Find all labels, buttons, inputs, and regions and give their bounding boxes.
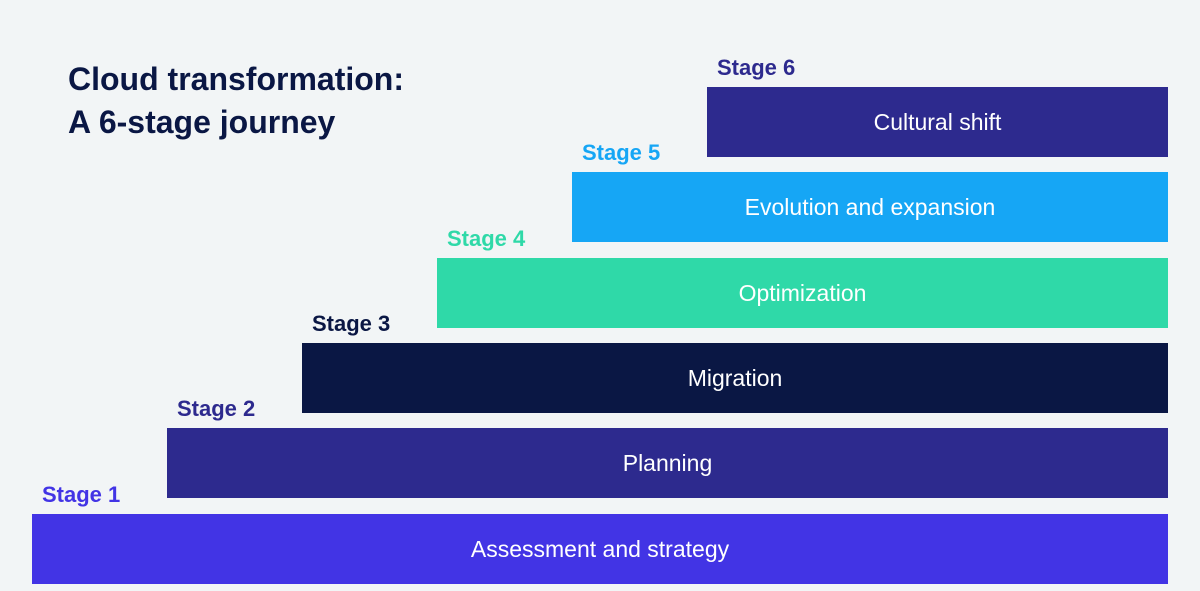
- stage-bar-label: Migration: [688, 365, 783, 392]
- stage-bar: Planning: [167, 428, 1168, 498]
- stage-bar: Assessment and strategy: [32, 514, 1168, 584]
- stage-bar-label: Evolution and expansion: [745, 194, 996, 221]
- stage-bar-label: Cultural shift: [874, 109, 1002, 136]
- stage-label: Stage 5: [582, 140, 660, 166]
- stage-label: Stage 4: [447, 226, 525, 252]
- stage-bar: Cultural shift: [707, 87, 1168, 157]
- stage-label: Stage 1: [42, 482, 120, 508]
- stage-bar: Evolution and expansion: [572, 172, 1168, 242]
- stage-label: Stage 3: [312, 311, 390, 337]
- title-line-2: A 6-stage journey: [68, 101, 404, 144]
- diagram-title: Cloud transformation: A 6-stage journey: [68, 58, 404, 144]
- stage-label: Stage 6: [717, 55, 795, 81]
- stage-bar-label: Assessment and strategy: [471, 536, 729, 563]
- diagram-canvas: Cloud transformation: A 6-stage journey …: [0, 0, 1200, 591]
- stage-label: Stage 2: [177, 396, 255, 422]
- stage-bar-label: Optimization: [739, 280, 867, 307]
- stage-bar-label: Planning: [623, 450, 713, 477]
- title-line-1: Cloud transformation:: [68, 58, 404, 101]
- stage-bar: Migration: [302, 343, 1168, 413]
- stage-bar: Optimization: [437, 258, 1168, 328]
